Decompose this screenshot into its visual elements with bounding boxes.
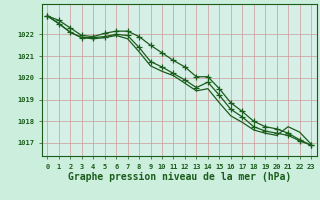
X-axis label: Graphe pression niveau de la mer (hPa): Graphe pression niveau de la mer (hPa): [68, 172, 291, 182]
